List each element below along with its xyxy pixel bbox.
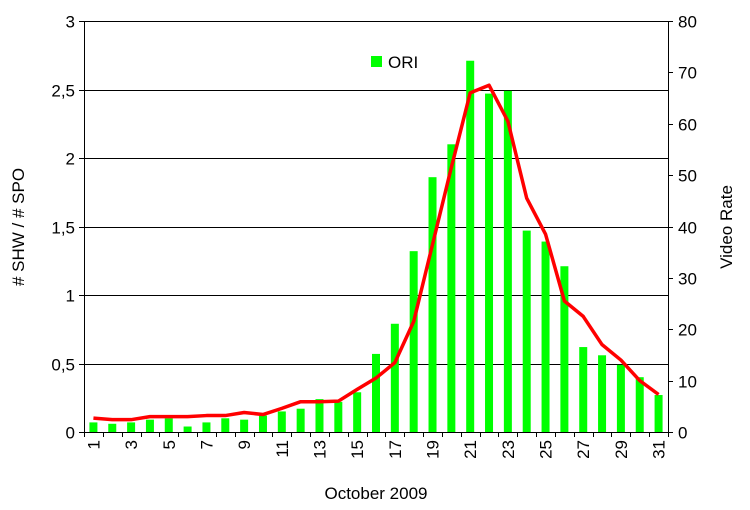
y2-tick-label: 60 (678, 116, 697, 135)
line-series-video-rate (93, 83, 660, 422)
bar (315, 399, 324, 432)
legend-label-ori: ORI (388, 53, 418, 72)
x-tick-label: 1 (84, 440, 103, 449)
x-tick-label: 27 (574, 440, 593, 459)
y2-axis-title: Video Rate (717, 185, 736, 269)
bar (522, 230, 531, 432)
y-tick-label: 1 (66, 287, 75, 306)
legend-swatch-ori (371, 56, 382, 67)
bar (108, 423, 117, 432)
bar (447, 144, 456, 433)
bar (353, 392, 362, 432)
y-tick-label: 2,5 (51, 82, 75, 101)
gridlines (84, 21, 668, 433)
y-tick-label: 1,5 (51, 219, 75, 238)
bar (598, 355, 607, 432)
bar (296, 408, 305, 432)
bar (183, 426, 192, 432)
y2-tick-label: 10 (678, 373, 697, 392)
x-tick-label: 11 (273, 440, 292, 458)
y-tick-label: 2 (66, 150, 75, 169)
x-tick-label: 5 (160, 440, 179, 449)
y2-tick-label: 30 (678, 270, 697, 289)
axes (79, 21, 673, 437)
y2-tick-label: 80 (678, 13, 697, 32)
x-tick-label: 3 (122, 440, 141, 449)
y-tick-label: 0 (66, 424, 75, 443)
bar (409, 251, 418, 432)
x-tick-label: 7 (197, 440, 216, 449)
x-tick-label: 9 (235, 440, 254, 449)
bar (277, 411, 286, 432)
x-tick-label: 25 (537, 440, 556, 459)
x-tick-label: 19 (424, 440, 443, 459)
bar (485, 93, 494, 433)
bar (654, 395, 663, 432)
bar (635, 377, 644, 432)
y2-tick-label: 0 (678, 424, 687, 443)
x-tick-label: 17 (386, 440, 405, 459)
bar (221, 418, 230, 432)
bar (466, 60, 475, 432)
x-tick-label: 13 (310, 440, 329, 459)
bar (202, 422, 211, 432)
bar (145, 419, 154, 432)
y2-tick-label: 50 (678, 167, 697, 186)
x-axis-title: October 2009 (324, 484, 427, 503)
bar (89, 422, 98, 432)
bar (503, 90, 512, 433)
x-tick-label: 29 (612, 440, 631, 459)
bar (334, 401, 343, 432)
y-axis-title: # SHW / # SPO (9, 168, 28, 286)
bar (560, 266, 569, 432)
bar (579, 347, 588, 432)
y2-tick-label: 70 (678, 64, 697, 83)
x-tick-label: 21 (461, 440, 480, 459)
bar (428, 177, 437, 432)
bar-series-ori (89, 60, 663, 433)
y2-tick-label: 40 (678, 219, 697, 238)
y2-tick-label: 20 (678, 321, 697, 340)
bar (164, 418, 173, 432)
bar (372, 353, 380, 432)
x-tick-label: 31 (650, 440, 669, 459)
bar (390, 323, 399, 432)
y-tick-label: 0,5 (51, 356, 75, 375)
bar (258, 415, 267, 432)
bar (616, 364, 625, 432)
x-tick-label: 23 (499, 440, 518, 459)
bar (541, 241, 550, 432)
y-tick-label: 3 (66, 13, 75, 32)
x-tick-label: 15 (348, 440, 367, 459)
bar (240, 419, 249, 432)
legend: ORI (371, 53, 418, 72)
bar (127, 422, 136, 432)
